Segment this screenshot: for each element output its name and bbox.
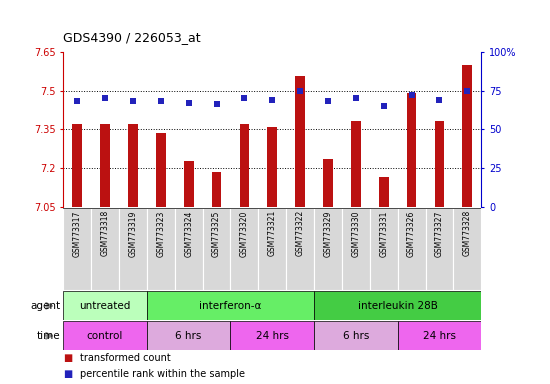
Point xyxy=(463,88,472,94)
Bar xyxy=(175,208,202,290)
Bar xyxy=(434,121,444,207)
Bar xyxy=(379,177,389,207)
Bar xyxy=(426,208,453,290)
Point xyxy=(129,98,138,104)
Point xyxy=(240,95,249,101)
Text: GSM773326: GSM773326 xyxy=(407,210,416,257)
Text: GSM773328: GSM773328 xyxy=(463,210,472,257)
Bar xyxy=(100,124,110,207)
Text: GSM773320: GSM773320 xyxy=(240,210,249,257)
Point xyxy=(73,98,81,104)
Point xyxy=(435,97,444,103)
Text: control: control xyxy=(87,331,123,341)
Point xyxy=(184,100,193,106)
Bar xyxy=(63,291,147,320)
Bar xyxy=(314,291,481,320)
Point xyxy=(323,98,332,104)
Bar xyxy=(184,161,194,207)
Point xyxy=(351,95,360,101)
Bar xyxy=(119,208,147,290)
Text: GSM773318: GSM773318 xyxy=(101,210,109,257)
Text: ■: ■ xyxy=(63,353,73,363)
Text: GSM773329: GSM773329 xyxy=(323,210,333,257)
Bar xyxy=(212,172,222,207)
Bar xyxy=(295,76,305,207)
Text: GSM773321: GSM773321 xyxy=(268,210,277,257)
Bar xyxy=(406,93,416,207)
Text: ■: ■ xyxy=(63,369,73,379)
Bar xyxy=(453,208,481,290)
Text: GSM773331: GSM773331 xyxy=(379,210,388,257)
Point xyxy=(379,103,388,109)
Bar xyxy=(398,208,426,290)
Bar xyxy=(239,124,249,207)
Point xyxy=(101,95,109,101)
Bar xyxy=(230,321,314,350)
Bar xyxy=(351,121,361,207)
Text: GSM773322: GSM773322 xyxy=(295,210,305,257)
Bar xyxy=(258,208,286,290)
Bar xyxy=(323,159,333,207)
Bar xyxy=(267,127,277,207)
Text: GSM773324: GSM773324 xyxy=(184,210,193,257)
Text: untreated: untreated xyxy=(79,301,131,311)
Point xyxy=(268,97,277,103)
Text: GDS4390 / 226053_at: GDS4390 / 226053_at xyxy=(63,31,201,44)
Point xyxy=(407,92,416,98)
Text: GSM773317: GSM773317 xyxy=(73,210,82,257)
Text: 24 hrs: 24 hrs xyxy=(423,331,456,341)
Bar xyxy=(286,208,314,290)
Bar xyxy=(463,65,472,207)
Bar xyxy=(156,133,166,207)
Text: GSM773325: GSM773325 xyxy=(212,210,221,257)
Text: percentile rank within the sample: percentile rank within the sample xyxy=(80,369,245,379)
Bar xyxy=(202,208,230,290)
Text: transformed count: transformed count xyxy=(80,353,170,363)
Text: GSM773327: GSM773327 xyxy=(435,210,444,257)
Bar xyxy=(72,124,82,207)
Bar xyxy=(314,208,342,290)
Bar xyxy=(370,208,398,290)
Text: GSM773319: GSM773319 xyxy=(128,210,138,257)
Text: time: time xyxy=(37,331,60,341)
Text: GSM773323: GSM773323 xyxy=(156,210,166,257)
Point xyxy=(296,88,305,94)
Text: interleukin 28B: interleukin 28B xyxy=(358,301,438,311)
Text: 24 hrs: 24 hrs xyxy=(256,331,289,341)
Text: 6 hrs: 6 hrs xyxy=(343,331,369,341)
Bar xyxy=(342,208,370,290)
Text: 6 hrs: 6 hrs xyxy=(175,331,202,341)
Bar xyxy=(128,124,138,207)
Bar xyxy=(63,321,147,350)
Point xyxy=(156,98,165,104)
Bar xyxy=(314,321,398,350)
Text: interferon-α: interferon-α xyxy=(199,301,262,311)
Bar xyxy=(63,208,91,290)
Text: agent: agent xyxy=(30,301,60,311)
Bar xyxy=(230,208,258,290)
Bar xyxy=(147,208,175,290)
Text: GSM773330: GSM773330 xyxy=(351,210,360,257)
Bar xyxy=(147,321,230,350)
Point xyxy=(212,101,221,108)
Bar xyxy=(91,208,119,290)
Bar xyxy=(147,291,314,320)
Bar xyxy=(398,321,481,350)
